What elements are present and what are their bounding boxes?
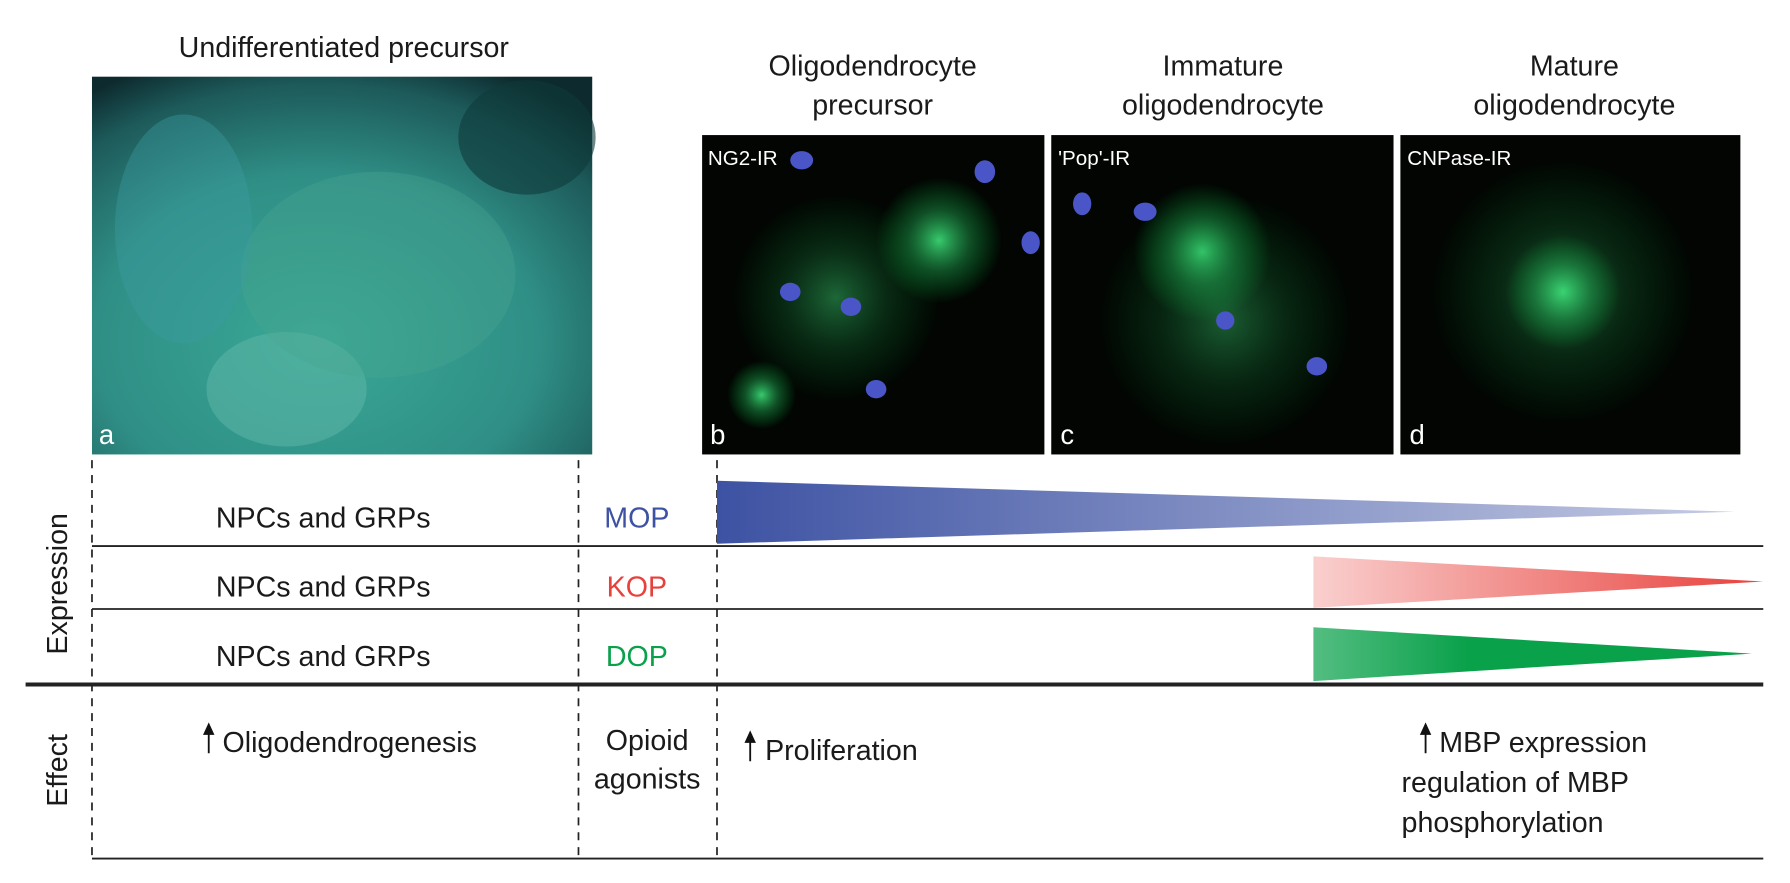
stage-title: Oligodendrocyte: [769, 51, 977, 83]
section-label: Expression: [42, 513, 74, 655]
effect-text: Opioid: [606, 725, 689, 757]
receptor: MOP: [604, 503, 669, 535]
stage-title: precursor: [812, 89, 933, 121]
section-label: Effect: [42, 734, 74, 807]
micrograph-d: [1400, 135, 1741, 455]
stain-label: 'Pop'-IR: [1058, 147, 1130, 170]
receptor: DOP: [606, 641, 668, 673]
cell-type: NPCs and GRPs: [216, 503, 431, 535]
effect-text: regulation of MBP: [1402, 767, 1629, 799]
cell-type: NPCs and GRPs: [216, 571, 431, 603]
expression-wedge: [1313, 556, 1764, 608]
expression-wedge: [716, 480, 1735, 544]
cell-type: NPCs and GRPs: [216, 641, 431, 673]
effect-text: phosphorylation: [1402, 807, 1604, 839]
effect-text: Oligodendrogenesis: [222, 727, 476, 759]
panel-label: d: [1410, 419, 1425, 450]
micrograph-c: [1051, 135, 1394, 455]
up-arrows: [203, 722, 1432, 762]
stage-title: Undifferentiated precursor: [179, 32, 510, 64]
effect-text: Proliferation: [765, 735, 918, 767]
effect-text: MBP expression: [1439, 727, 1647, 759]
panel-label: b: [710, 419, 725, 450]
stain-label: NG2-IR: [708, 147, 778, 170]
stage-title: Mature: [1530, 51, 1619, 83]
effect-text: agonists: [594, 764, 701, 796]
panel-label: c: [1060, 419, 1074, 450]
stain-label: CNPase-IR: [1407, 147, 1511, 170]
panel-label: a: [99, 419, 115, 450]
micrograph-a: [91, 76, 596, 455]
stage-title: Immature: [1163, 51, 1284, 83]
micrograph-b: [702, 135, 1045, 455]
stage-title: oligodendrocyte: [1122, 89, 1324, 121]
receptor: KOP: [607, 571, 667, 603]
expression-wedge: [1313, 627, 1752, 682]
stage-title: oligodendrocyte: [1473, 89, 1675, 121]
